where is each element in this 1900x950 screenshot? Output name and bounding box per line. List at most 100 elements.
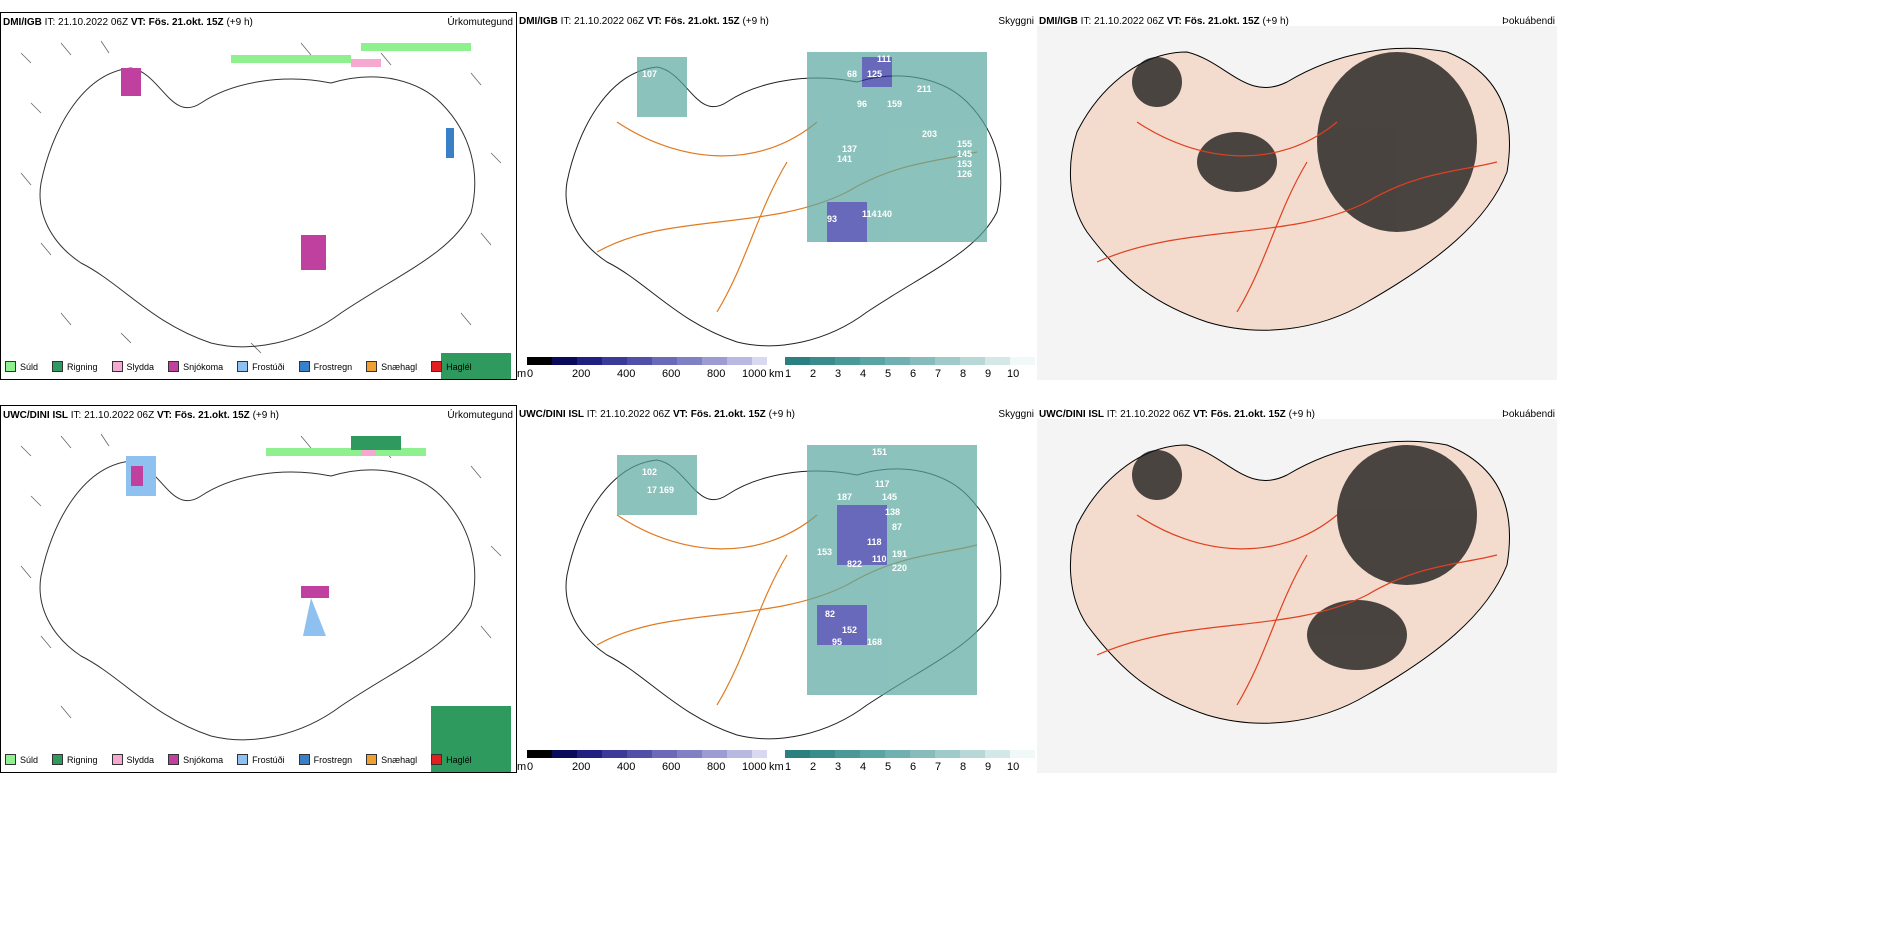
legend-item: Snjókoma	[168, 754, 223, 765]
svg-text:118: 118	[867, 537, 882, 547]
legend-item: Rigning	[52, 754, 98, 765]
svg-text:400: 400	[617, 761, 635, 772]
svg-text:17: 17	[647, 485, 657, 495]
svg-text:7: 7	[935, 761, 941, 772]
precip-legend: Súld Rigning Slydda Snjókoma Frostúði Fr…	[5, 754, 472, 765]
legend-item: Frostúði	[237, 361, 285, 372]
svg-text:10: 10	[1007, 761, 1019, 772]
precip-title: Úrkomutegund	[447, 17, 513, 28]
svg-text:75: 75	[772, 677, 782, 687]
svg-text:155: 155	[957, 139, 972, 149]
svg-text:822: 822	[847, 559, 862, 569]
svg-text:8: 8	[960, 761, 966, 772]
svg-text:140: 140	[877, 209, 892, 219]
precip-panel-top: DMI/IGB IT: 21.10.2022 06Z VT: Fös. 21.o…	[0, 12, 517, 380]
svg-text:6: 6	[910, 761, 916, 772]
svg-text:1: 1	[785, 368, 791, 379]
svg-text:153: 153	[957, 159, 972, 169]
svg-text:141: 141	[837, 154, 852, 164]
svg-text:600: 600	[662, 368, 680, 379]
svg-text:68: 68	[847, 69, 857, 79]
panel-title-right: UWC/DINI ISL IT: 21.10.2022 06Z VT: Fös.…	[1039, 409, 1315, 420]
svg-text:102: 102	[642, 467, 657, 477]
svg-text:145: 145	[957, 149, 972, 159]
svg-text:96: 96	[857, 99, 867, 109]
precip-legend: Súld Rigning Slydda Snjókoma Frostúði Fr…	[5, 361, 472, 372]
svg-text:169: 169	[659, 485, 674, 495]
svg-text:9: 9	[985, 761, 991, 772]
svg-text:95: 95	[832, 637, 842, 647]
vis-colorbars: m 0 200 400 600 800 1000 km 1 2 3 4 5 6 …	[517, 357, 1035, 379]
svg-text:0: 0	[527, 761, 533, 772]
legend-item: Frostregn	[298, 361, 352, 372]
legend-item: Slydda	[111, 754, 154, 765]
legend-item: Snjókoma	[168, 361, 223, 372]
svg-text:107: 107	[642, 69, 657, 79]
legend-item: Frostúði	[237, 754, 285, 765]
low-visibility-areas	[637, 52, 987, 242]
panel-title-mid: UWC/DINI ISL IT: 21.10.2022 06Z VT: Fös.…	[519, 409, 795, 420]
svg-text:9: 9	[985, 368, 991, 379]
svg-text:m: m	[517, 761, 526, 772]
legend-item: Snæhagl	[366, 361, 417, 372]
fog-title: Þokuábendi	[1502, 409, 1555, 420]
svg-text:57: 57	[767, 304, 777, 314]
panel-title-mid: DMI/IGB IT: 21.10.2022 06Z VT: Fös. 21.o…	[519, 16, 769, 27]
svg-text:82: 82	[825, 609, 835, 619]
svg-text:138: 138	[885, 507, 900, 517]
fog-panel-top: DMI/IGB IT: 21.10.2022 06Z VT: Fös. 21.o…	[1037, 12, 1557, 380]
svg-text:3: 3	[835, 368, 841, 379]
svg-text:800: 800	[707, 761, 725, 772]
svg-text:203: 203	[922, 129, 937, 139]
svg-text:1000: 1000	[742, 368, 766, 379]
fog-map-bottom	[1037, 419, 1557, 773]
svg-text:220: 220	[892, 563, 907, 573]
fog-panel-bottom: UWC/DINI ISL IT: 21.10.2022 06Z VT: Fös.…	[1037, 405, 1557, 773]
legend-item: Slydda	[111, 361, 154, 372]
svg-text:159: 159	[887, 99, 902, 109]
svg-text:168: 168	[867, 637, 882, 647]
svg-text:200: 200	[572, 368, 590, 379]
svg-text:3: 3	[835, 761, 841, 772]
fog-title: Þokuábendi	[1502, 16, 1555, 27]
svg-text:800: 800	[707, 368, 725, 379]
panel-title-right: DMI/IGB IT: 21.10.2022 06Z VT: Fös. 21.o…	[1039, 16, 1289, 27]
svg-text:5: 5	[885, 761, 891, 772]
legend-item: Súld	[5, 361, 38, 372]
svg-text:6: 6	[910, 368, 916, 379]
svg-text:8: 8	[960, 368, 966, 379]
svg-text:200: 200	[572, 761, 590, 772]
iceland-outline	[39, 67, 476, 348]
wind-barbs	[20, 40, 502, 354]
svg-text:87: 87	[892, 522, 902, 532]
svg-text:0: 0	[527, 368, 533, 379]
svg-text:125: 125	[772, 199, 787, 209]
svg-text:114: 114	[862, 209, 877, 219]
precip-areas	[126, 436, 511, 772]
iceland-outline	[39, 460, 476, 741]
svg-text:5: 5	[885, 368, 891, 379]
svg-text:4: 4	[860, 761, 866, 772]
svg-text:137: 137	[842, 144, 857, 154]
svg-text:60: 60	[677, 179, 687, 189]
visibility-map-bottom: 151 102 17 169 117 145 187 138 87 153 11…	[565, 445, 1002, 740]
low-visibility-areas	[617, 445, 977, 695]
svg-text:1: 1	[785, 761, 791, 772]
svg-text:93: 93	[827, 214, 837, 224]
legend-item: Frostregn	[298, 754, 352, 765]
svg-text:110: 110	[872, 554, 887, 564]
vis-value-labels: 151 102 17 169 117 145 187 138 87 153 11…	[642, 447, 907, 687]
svg-text:151: 151	[872, 447, 887, 457]
colorbar-m	[527, 750, 767, 758]
svg-text:145: 145	[882, 492, 897, 502]
precip-map-top	[20, 40, 511, 379]
vis-value-labels: 111 68 125 107 96 159 211 137 141 203 15…	[642, 54, 972, 314]
legend-item: Súld	[5, 754, 38, 765]
fog-map-top	[1037, 26, 1557, 380]
legend-item: Haglél	[431, 361, 472, 372]
svg-text:107: 107	[767, 594, 782, 604]
svg-text:111: 111	[877, 54, 891, 64]
svg-text:2: 2	[810, 761, 816, 772]
fog-shading	[1132, 445, 1477, 670]
svg-text:250: 250	[857, 244, 872, 254]
